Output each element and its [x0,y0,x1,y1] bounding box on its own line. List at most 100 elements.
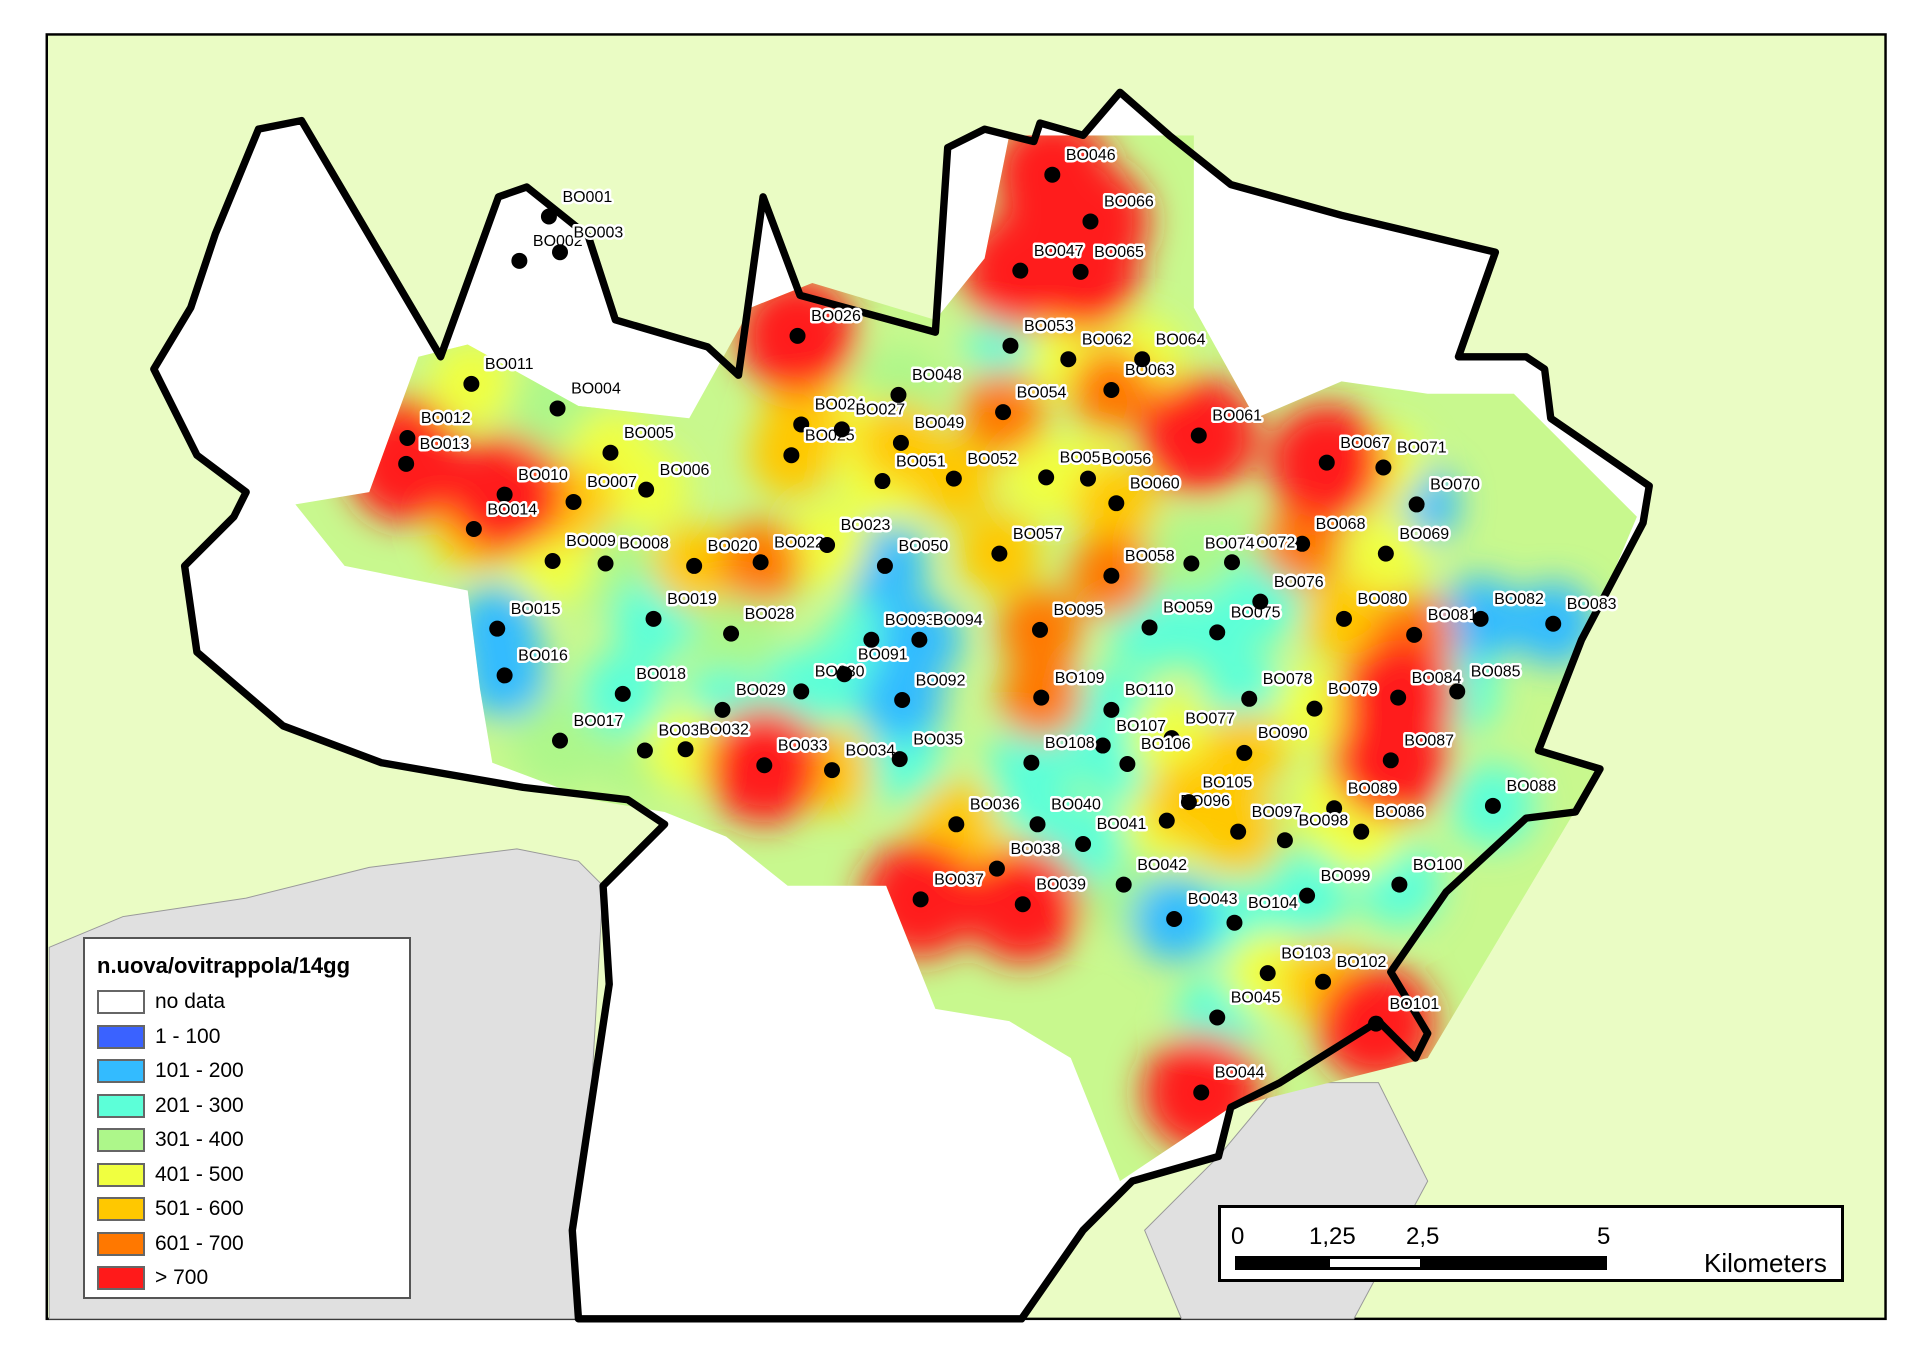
station-dot[interactable] [638,481,655,498]
station-bo050[interactable]: BO050 [876,536,951,574]
station-dot[interactable] [1408,496,1425,513]
station-dot[interactable] [1315,973,1332,990]
station-dot[interactable] [819,537,836,554]
station-dot[interactable] [912,891,929,908]
station-bo067[interactable]: BO067 [1318,432,1393,471]
station-bo007[interactable]: BO007 [565,472,639,510]
station-bo084[interactable]: BO084 [1390,667,1464,706]
station-bo108[interactable]: BO108 [1023,733,1097,771]
station-dot[interactable] [565,493,582,510]
station-bo027[interactable]: BO027 [833,399,908,438]
station-bo072[interactable]: BO072 [1224,532,1298,571]
station-bo055[interactable]: BO055 [1038,447,1112,486]
station-bo075[interactable]: BO075 [1209,602,1283,641]
station-dot[interactable] [1306,700,1323,717]
station-dot[interactable] [948,816,965,833]
station-dot[interactable] [1002,337,1019,354]
station-dot[interactable] [1038,469,1055,486]
station-dot[interactable] [1209,624,1226,641]
station-dot[interactable] [1299,887,1316,904]
station-bo082[interactable]: BO082 [1472,589,1546,627]
station-dot[interactable] [1193,1084,1210,1101]
station-dot[interactable] [398,455,415,472]
station-dot[interactable] [496,486,513,503]
station-dot[interactable] [686,557,703,574]
station-dot[interactable] [1368,1015,1384,1032]
station-bo099[interactable]: BO099 [1299,865,1373,904]
station-dot[interactable] [714,701,731,718]
station-bo018[interactable]: BO018 [614,664,689,702]
station-dot[interactable] [496,667,513,684]
station-bo019[interactable]: BO019 [645,589,719,627]
station-bo048[interactable]: BO048 [890,365,964,403]
station-bo074[interactable]: BO074 [1183,533,1257,572]
station-dot[interactable] [463,375,480,392]
station-dot[interactable] [1029,816,1046,833]
station-bo038[interactable]: BO038 [988,838,1063,877]
station-bo092[interactable]: BO092 [894,670,968,709]
station-dot[interactable] [544,553,561,570]
station-bo010[interactable]: BO010 [496,464,570,503]
station-bo102[interactable]: BO102 [1315,952,1389,990]
station-bo070[interactable]: BO070 [1408,474,1482,513]
station-dot[interactable] [1472,610,1489,627]
station-bo054[interactable]: BO054 [995,382,1069,421]
station-dot[interactable] [1224,554,1240,571]
station-dot[interactable] [1183,555,1200,572]
station-bo020[interactable]: BO020 [686,536,760,574]
station-dot[interactable] [1276,832,1293,849]
station-dot[interactable] [1075,835,1092,852]
station-dot[interactable] [597,555,614,572]
station-dot[interactable] [1209,1009,1226,1026]
station-dot[interactable] [1044,166,1061,183]
station-bo039[interactable]: BO039 [1014,874,1089,913]
station-bo068[interactable]: BO068 [1294,514,1368,552]
station-dot[interactable] [1014,896,1031,913]
station-bo044[interactable]: BO044 [1193,1062,1267,1101]
station-bo015[interactable]: BO015 [489,598,563,637]
station-dot[interactable] [614,685,631,702]
station-dot[interactable] [1484,797,1501,814]
station-dot[interactable] [756,757,773,774]
station-bo085[interactable]: BO085 [1449,661,1523,700]
station-dot[interactable] [1134,351,1151,368]
station-bo043[interactable]: BO043 [1166,889,1240,928]
station-dot[interactable] [465,521,482,538]
station-bo090[interactable]: BO090 [1236,723,1310,761]
station-dot[interactable] [1377,545,1394,562]
station-dot[interactable] [894,692,911,709]
station-dot[interactable] [1230,823,1247,840]
station-bo065[interactable]: BO065 [1072,242,1146,280]
station-dot[interactable] [995,404,1012,421]
station-dot[interactable] [540,208,557,225]
station-bo004[interactable]: BO004 [549,378,623,417]
station-dot[interactable] [892,434,909,451]
station-bo013[interactable]: BO013 [398,434,472,472]
station-dot[interactable] [789,327,806,344]
station-bo058[interactable]: BO058 [1103,546,1177,584]
station-bo023[interactable]: BO023 [819,515,893,554]
station-dot[interactable] [1375,459,1392,476]
station-dot[interactable] [1336,610,1352,627]
station-dot[interactable] [1115,876,1132,893]
station-bo040[interactable]: BO040 [1029,794,1103,833]
station-dot[interactable] [645,610,662,627]
station-bo103[interactable]: BO103 [1259,943,1334,982]
station-bo081[interactable]: BO081 [1406,605,1480,643]
station-bo064[interactable]: BO064 [1134,329,1208,368]
station-bo035[interactable]: BO035 [891,729,966,768]
station-bo105[interactable]: BO105 [1180,772,1255,811]
station-dot[interactable] [1032,621,1048,638]
station-dot[interactable] [636,742,653,759]
station-dot[interactable] [1080,470,1096,487]
station-bo029[interactable]: BO029 [714,680,788,718]
station-dot[interactable] [1119,756,1136,773]
station-dot[interactable] [549,400,566,417]
station-dot[interactable] [1259,965,1276,982]
station-dot[interactable] [1072,263,1089,280]
station-bo012[interactable]: BO012 [399,408,473,446]
station-bo063[interactable]: BO063 [1103,360,1177,398]
station-dot[interactable] [489,620,506,637]
station-dot[interactable] [824,762,840,779]
